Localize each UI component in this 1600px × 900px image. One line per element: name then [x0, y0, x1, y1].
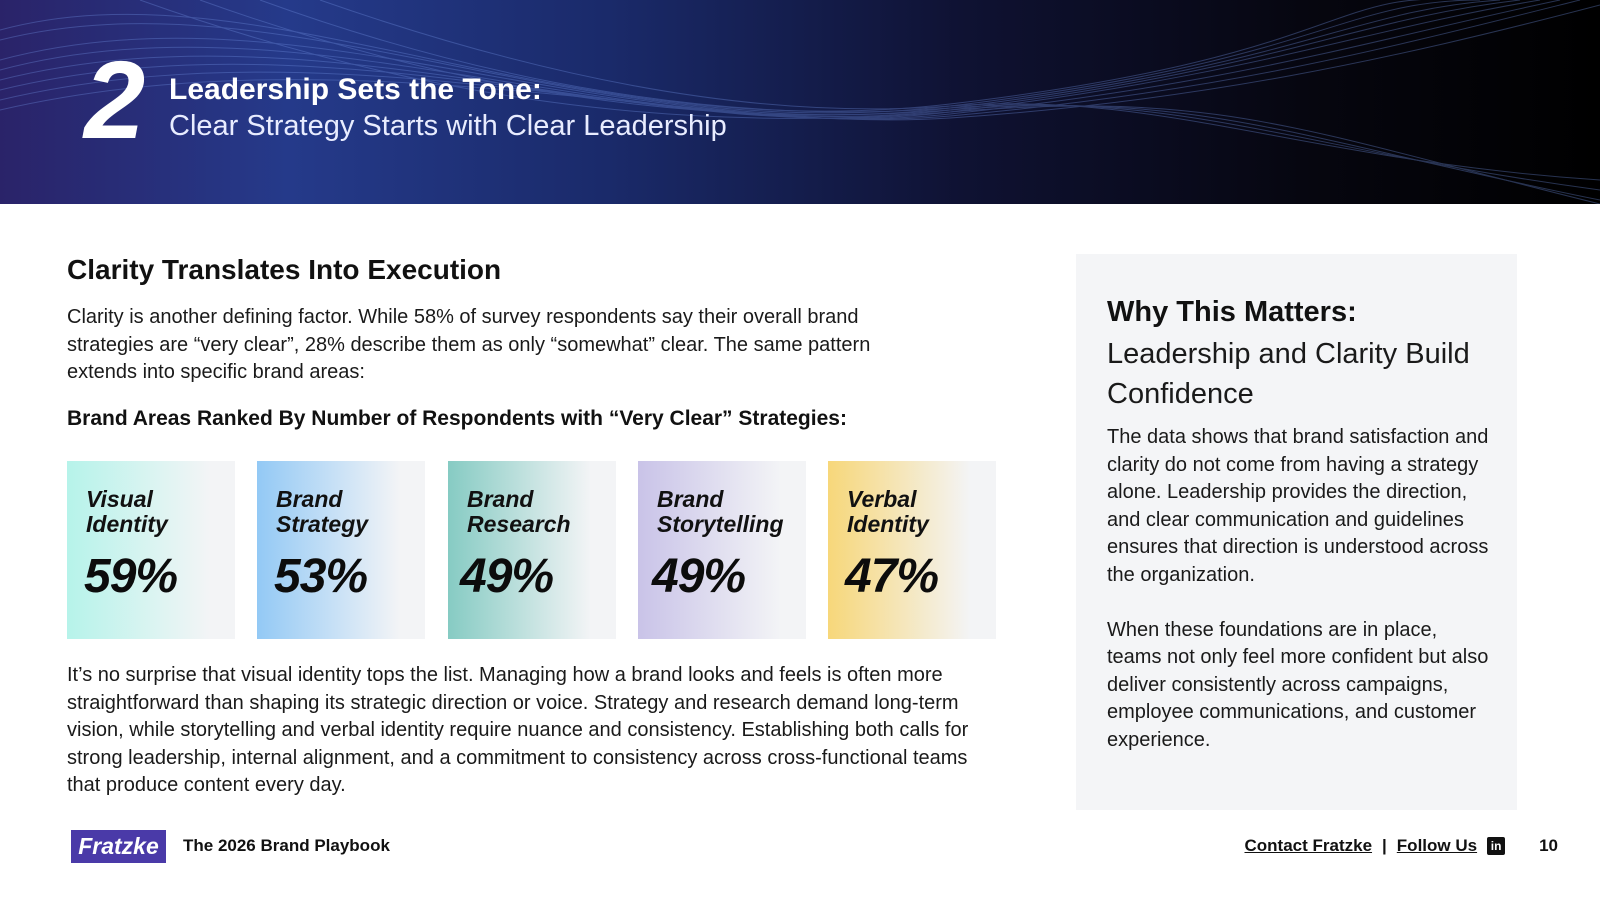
card-brand-storytelling: Brand Storytelling 49% [638, 461, 806, 639]
card-label-line: Storytelling [657, 511, 784, 537]
footer: Fratzke The 2026 Brand Playbook Contact … [0, 828, 1600, 868]
card-label-line: Visual [86, 486, 153, 512]
why-this-matters-panel: Why This Matters: Leadership and Clarity… [1076, 254, 1517, 810]
banner-title: Leadership Sets the Tone: [169, 73, 542, 106]
card-label: Visual Identity [86, 487, 168, 537]
card-visual-identity: Visual Identity 59% [67, 461, 235, 639]
footer-links: Contact Fratzke | Follow Us in 10 [1244, 836, 1558, 856]
outro-paragraph: It’s no surprise that visual identity to… [67, 664, 969, 796]
card-value: 53% [274, 550, 368, 603]
card-label-line: Strategy [276, 511, 369, 537]
sidebar-body: The data shows that brand satisfaction a… [1107, 424, 1492, 754]
ranked-heading: Brand Areas Ranked By Number of Responde… [67, 406, 847, 430]
linkedin-icon[interactable]: in [1487, 837, 1506, 855]
card-value: 59% [84, 550, 178, 603]
footer-separator: | [1382, 836, 1387, 855]
brand-area-cards: Visual Identity 59% Brand Strategy 53% B… [67, 461, 997, 641]
card-label-line: Brand [467, 486, 534, 512]
header-banner: 2 Leadership Sets the Tone: Clear Strate… [0, 0, 1600, 204]
chapter-number: 2 [84, 39, 145, 162]
sidebar-paragraph: When these foundations are in place, tea… [1107, 618, 1489, 751]
card-value: 49% [652, 550, 746, 603]
card-label: Brand Research [467, 487, 571, 537]
card-label: Brand Strategy [276, 487, 368, 537]
card-brand-research: Brand Research 49% [448, 461, 616, 639]
wave-lines-decoration [0, 0, 1600, 204]
follow-us-link[interactable]: Follow Us [1396, 836, 1478, 855]
sidebar-subtitle: Leadership and Clarity Build Confidence [1107, 338, 1470, 410]
card-label-line: Verbal [847, 486, 917, 512]
card-verbal-identity: Verbal Identity 47% [828, 461, 996, 639]
fratzke-logo[interactable]: Fratzke [71, 830, 166, 863]
card-label-line: Brand [657, 486, 724, 512]
sidebar-paragraph: The data shows that brand satisfaction a… [1107, 426, 1489, 586]
card-label-line: Identity [86, 511, 168, 537]
card-value: 47% [845, 550, 939, 603]
intro-paragraph: Clarity is another defining factor. Whil… [67, 306, 871, 383]
card-label: Brand Storytelling [657, 487, 784, 537]
card-brand-strategy: Brand Strategy 53% [257, 461, 425, 639]
contact-link[interactable]: Contact Fratzke [1244, 836, 1373, 855]
sidebar-title: Why This Matters: [1107, 296, 1357, 328]
banner-subtitle: Clear Strategy Starts with Clear Leaders… [169, 110, 727, 142]
card-label-line: Research [467, 511, 571, 537]
page-number: 10 [1539, 836, 1558, 855]
section-title: Clarity Translates Into Execution [67, 254, 502, 285]
card-label-line: Brand [276, 486, 343, 512]
card-label: Verbal Identity [847, 487, 929, 537]
card-value: 49% [460, 550, 554, 603]
card-label-line: Identity [847, 511, 929, 537]
main-content: Clarity Translates Into Execution Clarit… [67, 252, 997, 796]
publication-title: The 2026 Brand Playbook [183, 836, 390, 855]
